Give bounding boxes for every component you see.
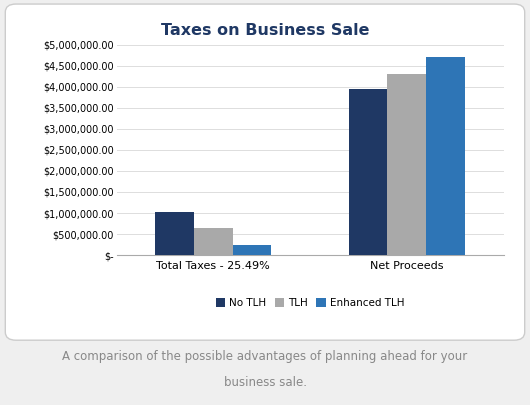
Text: Taxes on Business Sale: Taxes on Business Sale (161, 23, 369, 38)
FancyBboxPatch shape (5, 4, 525, 340)
Bar (426, 57, 465, 255)
Bar (155, 212, 194, 255)
Bar (233, 245, 271, 255)
Text: business sale.: business sale. (224, 376, 306, 389)
Text: A comparison of the possible advantages of planning ahead for your: A comparison of the possible advantages … (63, 350, 467, 363)
Bar (194, 228, 233, 255)
Bar (387, 74, 426, 255)
Bar (349, 89, 387, 255)
Legend: No TLH, TLH, Enhanced TLH: No TLH, TLH, Enhanced TLH (211, 294, 409, 312)
